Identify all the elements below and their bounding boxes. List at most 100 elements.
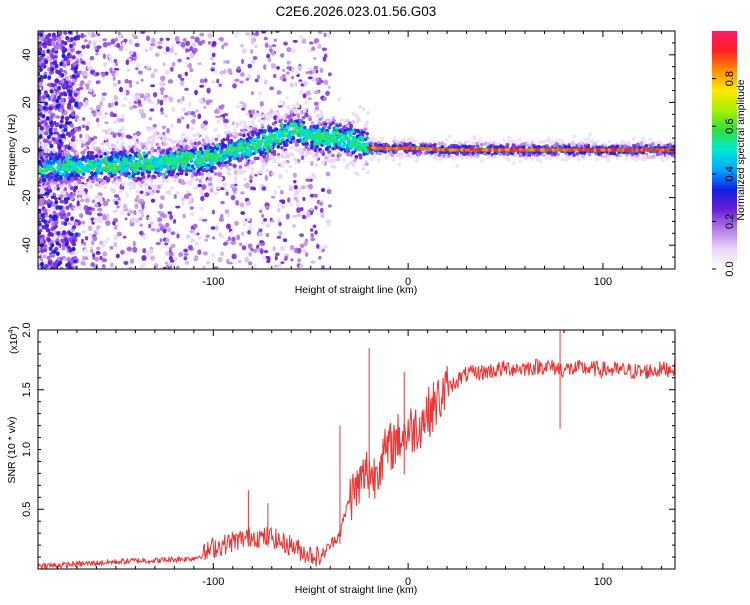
heatmap-cell: [162, 125, 166, 129]
heatmap-cell: [358, 118, 362, 122]
heatmap-cell: [322, 48, 327, 51]
heatmap-cell: [125, 48, 128, 51]
heatmap-cell: [168, 189, 172, 193]
heatmap-cell: [608, 140, 612, 144]
heatmap-cell: [41, 63, 45, 67]
heatmap-cell: [195, 242, 199, 247]
heatmap-cell: [50, 89, 54, 93]
heatmap-cell: [89, 233, 93, 237]
heatmap-cell: [198, 235, 201, 240]
heatmap-cell: [261, 151, 265, 155]
heatmap-cell: [143, 192, 147, 196]
heatmap-cell: [247, 165, 251, 169]
heatmap-cell: [167, 227, 172, 232]
heatmap-cell: [220, 201, 224, 204]
heatmap-cell: [178, 252, 183, 257]
heatmap-cell: [57, 262, 61, 266]
heatmap-cell: [59, 62, 63, 66]
heatmap-cell: [317, 44, 322, 49]
heatmap-cell: [165, 251, 170, 257]
heatmap-cell: [122, 153, 126, 157]
heatmap-cell: [197, 249, 201, 255]
heatmap-cell: [397, 162, 401, 166]
heatmap-cell: [157, 46, 162, 49]
heatmap-cell: [311, 121, 315, 125]
heatmap-cell: [645, 144, 649, 148]
heatmap-cell: [163, 63, 166, 67]
heatmap-cell: [212, 41, 217, 47]
heatmap-cell: [255, 79, 259, 83]
heatmap-cell: [193, 231, 198, 235]
heatmap-cell: [171, 107, 175, 112]
heatmap-cell: [212, 210, 215, 215]
heatmap-cell: [271, 220, 275, 223]
heatmap-cell: [113, 218, 118, 223]
heatmap-cell: [215, 138, 219, 142]
heatmap-cell: [129, 187, 133, 191]
heatmap-cell: [165, 143, 169, 147]
heatmap-cell: [305, 142, 309, 146]
heatmap-cell: [274, 39, 277, 42]
heatmap-cell: [453, 140, 457, 144]
heatmap-cell: [632, 137, 636, 141]
heatmap-cell: [93, 160, 97, 164]
heatmap-cell: [337, 142, 341, 146]
heatmap-cell: [548, 157, 552, 161]
heatmap-cell: [248, 261, 252, 265]
heatmap-cell: [247, 217, 251, 221]
heatmap-cell: [79, 134, 82, 138]
heatmap-cell: [199, 147, 203, 151]
heatmap-cell: [81, 261, 85, 265]
heatmap-cell: [304, 241, 307, 246]
heatmap-cell: [124, 97, 128, 100]
heatmap-cell: [313, 142, 317, 146]
heatmap-cell: [125, 79, 129, 84]
heatmap-cell: [240, 191, 244, 194]
heatmap-cell: [37, 142, 41, 146]
heatmap-cell: [184, 253, 189, 256]
heatmap-cell: [294, 82, 297, 88]
heatmap-cell: [377, 159, 381, 163]
heatmap-cell: [204, 239, 208, 242]
heatmap-cell: [40, 249, 44, 253]
heatmap-cell: [328, 86, 331, 89]
heatmap-cell: [49, 218, 53, 222]
heatmap-cell: [88, 60, 91, 65]
heatmap-cell: [456, 164, 460, 168]
heatmap-cell: [194, 138, 198, 142]
heatmap-cell: [106, 151, 110, 155]
heatmap-cell: [226, 223, 231, 229]
heatmap-cell: [248, 243, 253, 249]
heatmap-cell: [588, 153, 592, 157]
heatmap-cell: [153, 124, 157, 127]
heatmap-cell: [295, 71, 299, 75]
heatmap-cell: [44, 90, 48, 94]
heatmap-cell: [72, 62, 76, 66]
heatmap-cell: [42, 96, 46, 100]
heatmap-cell: [320, 212, 324, 218]
heatmap-cell: [102, 251, 107, 257]
heatmap-cell: [141, 169, 145, 173]
heatmap-cell: [471, 140, 475, 144]
heatmap-cell: [239, 165, 243, 169]
heatmap-cell: [135, 67, 138, 70]
heatmap-cell: [94, 257, 99, 262]
heatmap-cell: [44, 131, 49, 135]
heatmap-cell: [291, 76, 294, 80]
heatmap-cell: [67, 146, 71, 150]
heatmap-cell: [69, 232, 73, 236]
heatmap-cell: [228, 172, 232, 176]
heatmap-cell: [299, 264, 303, 267]
heatmap-cell: [210, 57, 213, 60]
heatmap-cell: [86, 44, 90, 48]
heatmap-cell: [316, 244, 320, 249]
heatmap-cell: [294, 111, 298, 115]
heatmap-cell: [281, 138, 285, 142]
heatmap-cell: [157, 99, 160, 104]
heatmap-cell: [80, 188, 84, 192]
heatmap-cell: [41, 189, 45, 193]
heatmap-cell: [637, 156, 641, 160]
heatmap-cell: [43, 208, 47, 212]
heatmap-cell: [233, 176, 237, 180]
heatmap-cell: [190, 239, 195, 243]
